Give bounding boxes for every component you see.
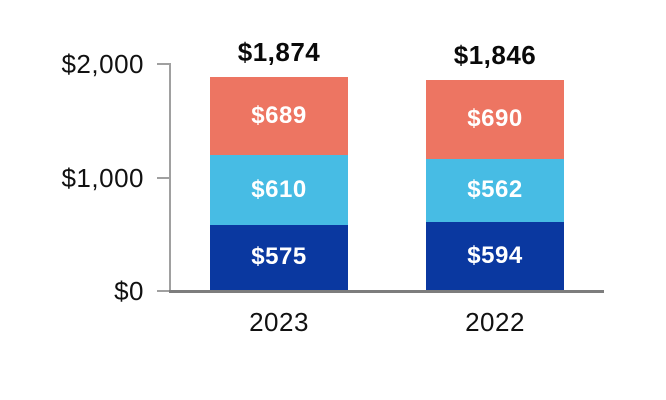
- y-axis-tick-mark-1000: [157, 177, 170, 179]
- bar-2023-segment-middle-label: $610: [251, 175, 307, 203]
- bar-2022-segment-top-label: $690: [467, 105, 523, 133]
- x-axis-label-2022: 2022: [465, 307, 525, 337]
- bar-2023-total-label: $1,874: [237, 36, 321, 67]
- bar-2022: $1,846 $690 $562 $594: [426, 40, 564, 290]
- x-axis-baseline: [169, 290, 604, 293]
- bar-2023-segment-bottom-label: $575: [251, 243, 307, 271]
- bar-2022-total-label: $1,846: [453, 40, 537, 71]
- bar-2023-segment-bottom: $575: [210, 224, 348, 290]
- y-axis-tick-label-0: $0: [114, 276, 144, 306]
- y-axis-tick-mark-0: [157, 290, 170, 292]
- y-axis-tick-mark-2000: [157, 63, 170, 65]
- bar-2023-segment-middle: $610: [210, 155, 348, 225]
- bar-2023: $1,874 $689 $610 $575: [210, 37, 348, 290]
- y-axis-tick-label-1000: $1,000: [61, 163, 144, 193]
- bar-2022-segment-middle-label: $562: [467, 176, 523, 204]
- bar-2022-segment-middle: $562: [426, 158, 564, 223]
- y-axis-tick-label-2000: $2,000: [61, 49, 144, 79]
- y-axis-line: [169, 63, 171, 292]
- bar-2022-segment-top: $690: [426, 80, 564, 159]
- x-axis-label-2023: 2023: [249, 307, 309, 337]
- bar-2023-segment-top-label: $689: [251, 102, 307, 130]
- bar-2022-segment-bottom-label: $594: [467, 242, 523, 270]
- bar-2023-segment-top: $689: [210, 76, 348, 156]
- bar-2022-segment-bottom: $594: [426, 222, 564, 290]
